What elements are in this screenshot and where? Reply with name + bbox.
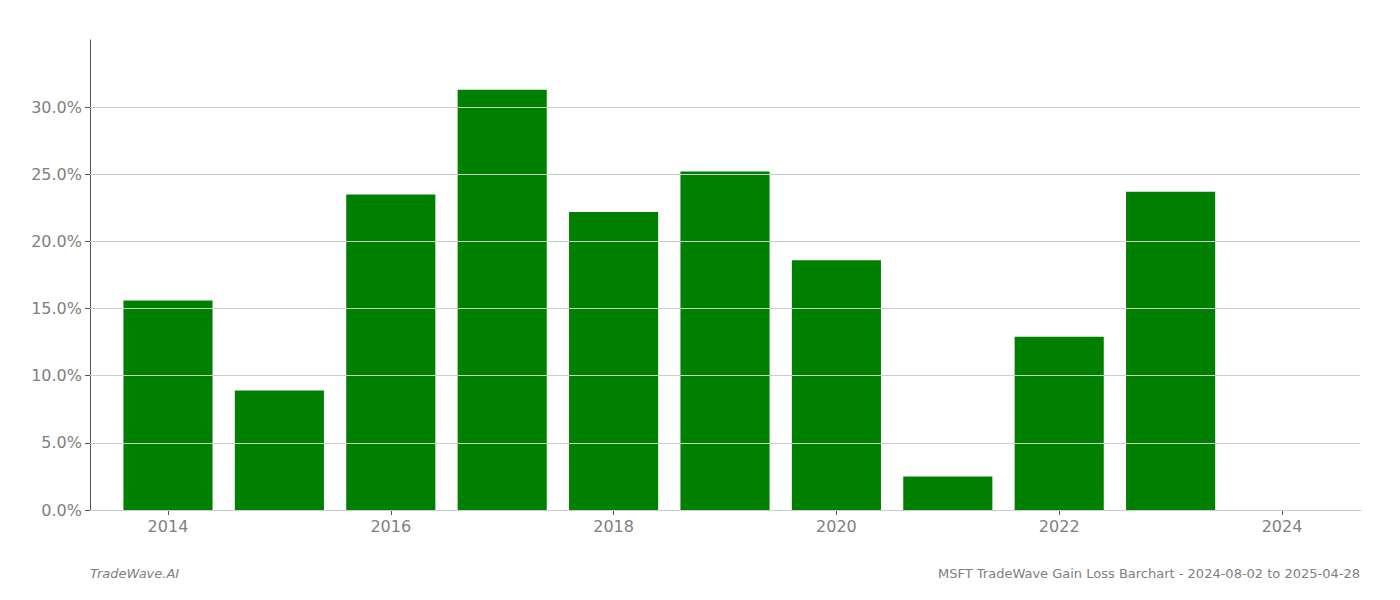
svg-text:2022: 2022 — [1039, 517, 1080, 536]
svg-text:2014: 2014 — [148, 517, 189, 536]
svg-text:15.0%: 15.0% — [31, 299, 82, 318]
svg-text:2020: 2020 — [816, 517, 857, 536]
svg-text:30.0%: 30.0% — [31, 98, 82, 117]
svg-text:MSFT TradeWave Gain Loss Barch: MSFT TradeWave Gain Loss Barchart - 2024… — [938, 566, 1360, 581]
svg-text:2024: 2024 — [1262, 517, 1303, 536]
svg-text:10.0%: 10.0% — [31, 366, 82, 385]
svg-text:5.0%: 5.0% — [41, 433, 82, 452]
svg-text:20.0%: 20.0% — [31, 232, 82, 251]
svg-text:0.0%: 0.0% — [41, 501, 82, 520]
svg-text:2016: 2016 — [370, 517, 411, 536]
svg-text:TradeWave.AI: TradeWave.AI — [90, 566, 179, 581]
svg-text:25.0%: 25.0% — [31, 165, 82, 184]
svg-text:2018: 2018 — [593, 517, 634, 536]
